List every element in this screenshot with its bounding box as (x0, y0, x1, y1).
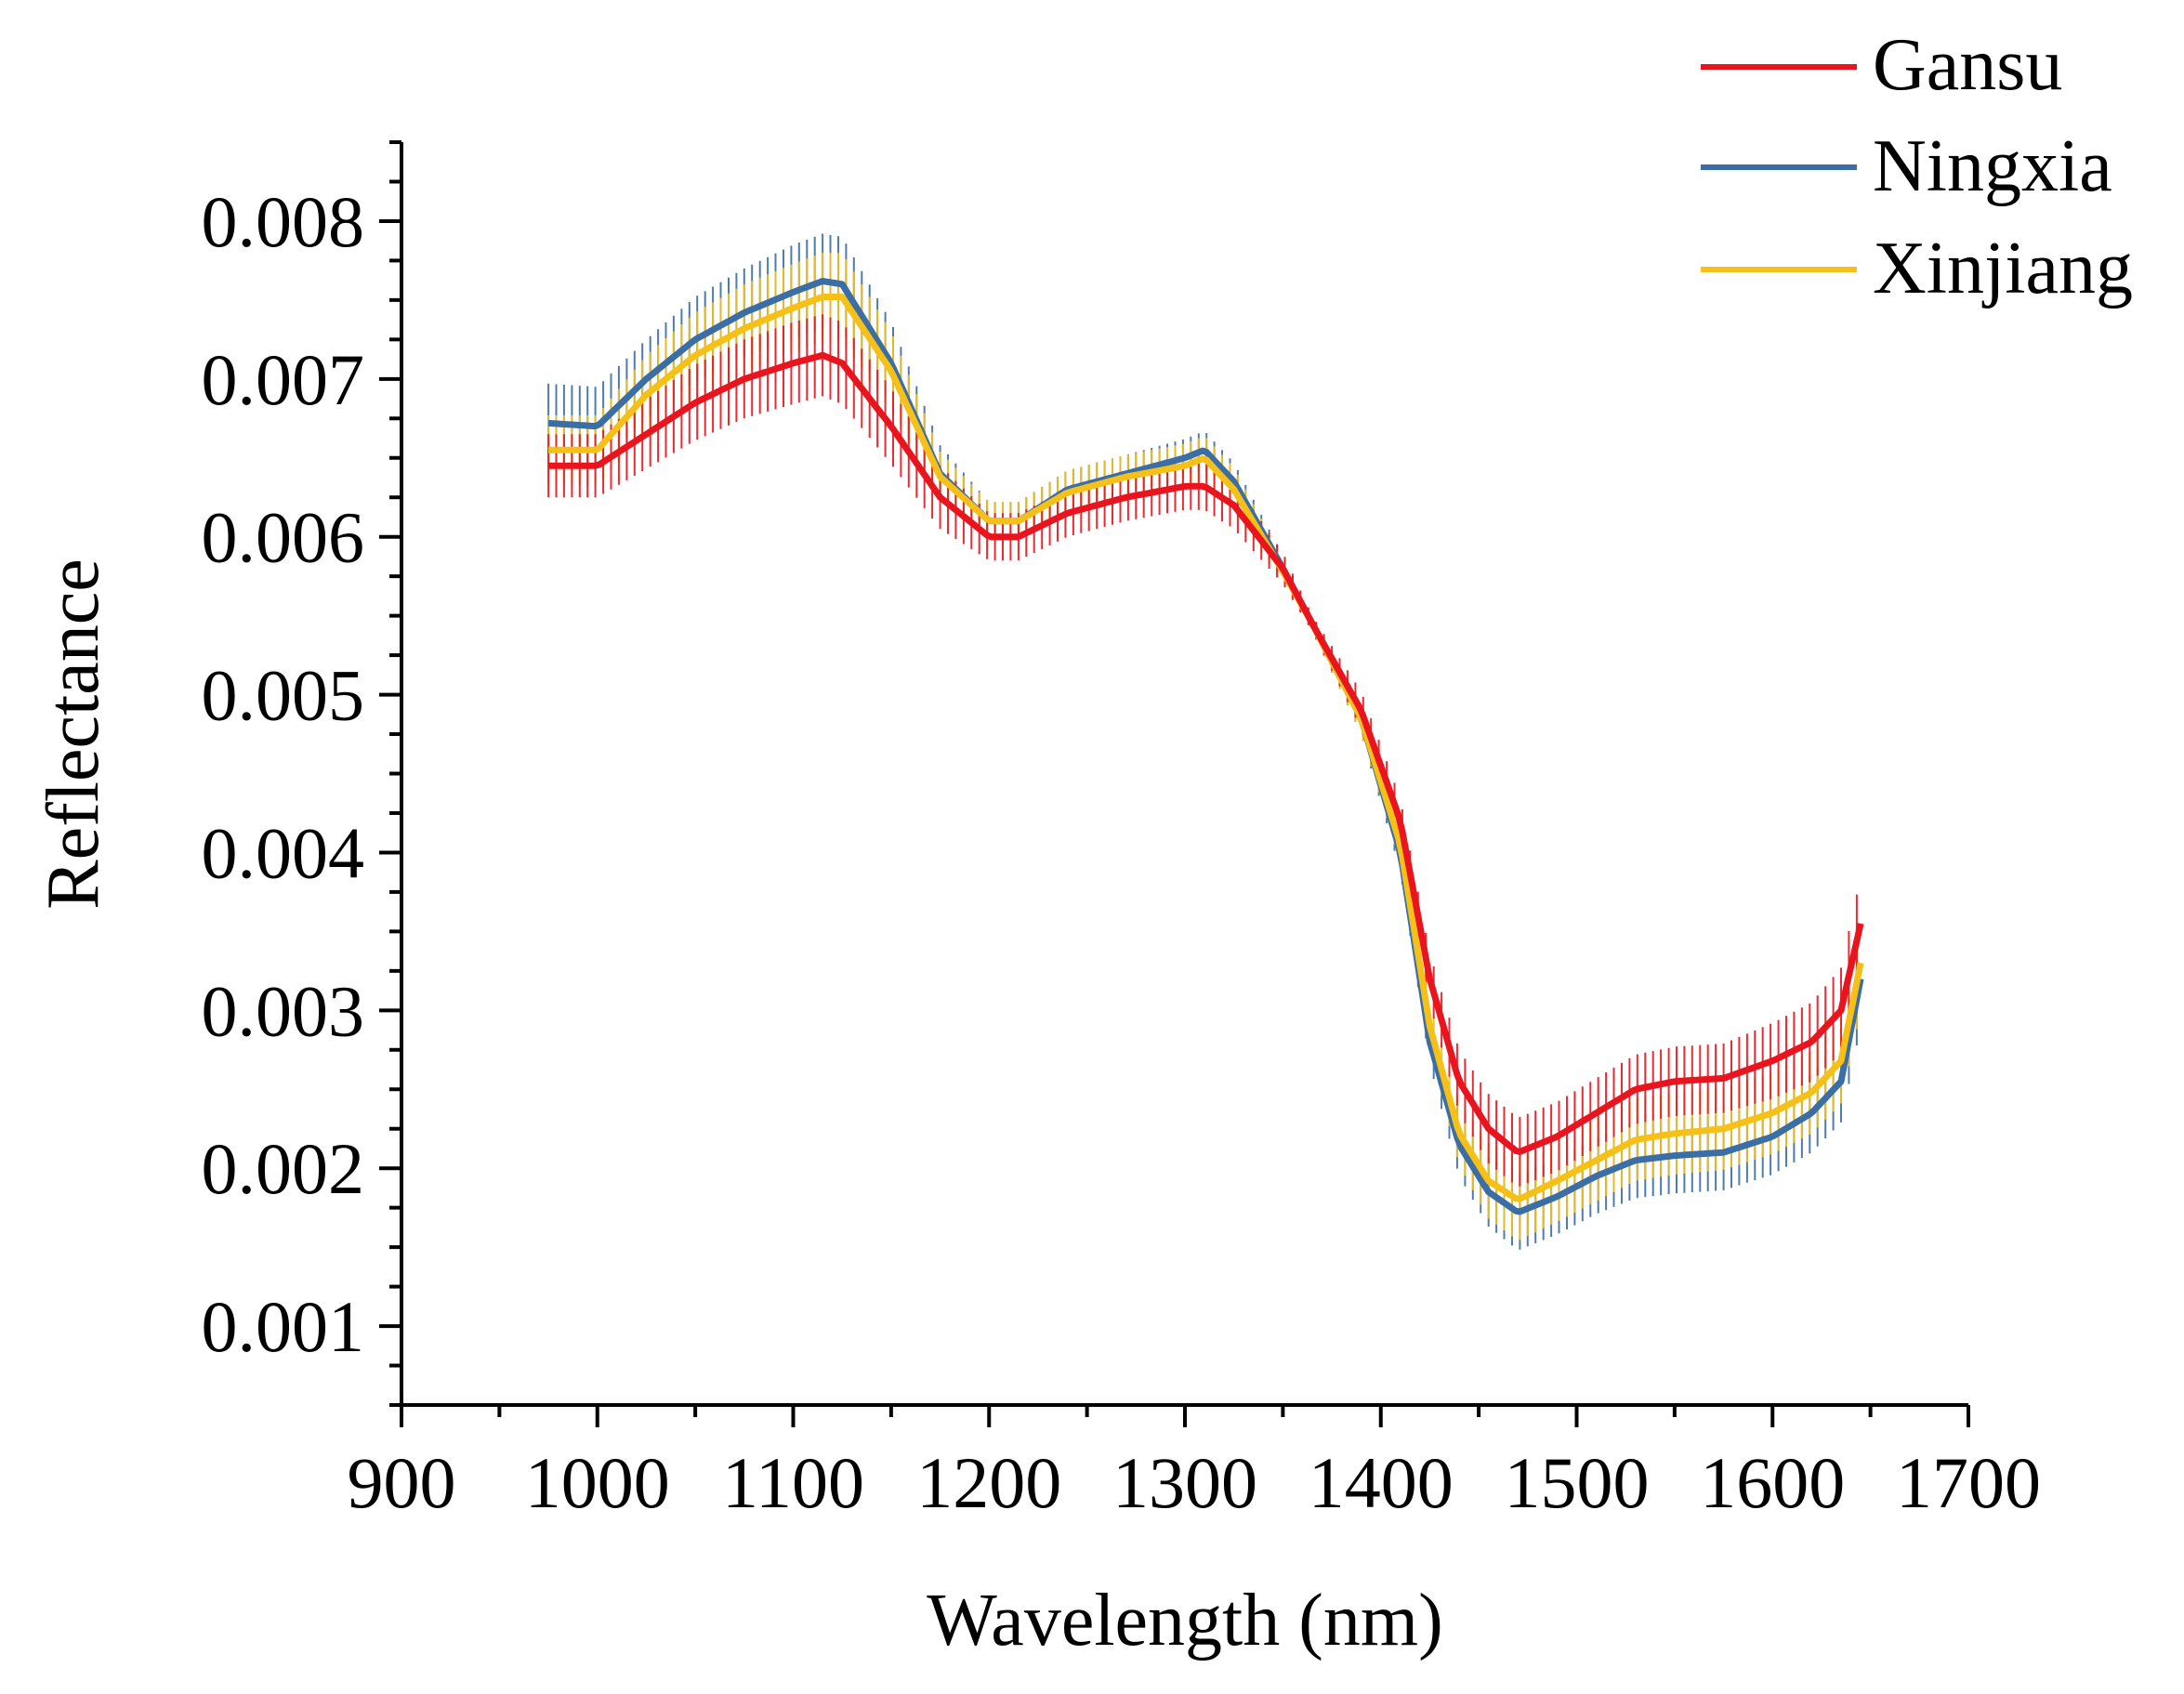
legend-label-ningxia: Ningxia (1873, 125, 2112, 207)
x-tick-label: 1000 (525, 1442, 670, 1523)
x-tick-label: 1100 (722, 1442, 864, 1523)
y-tick-label: 0.002 (202, 1128, 365, 1209)
legend-label-xinjiang: Xinjiang (1873, 228, 2133, 309)
y-tick-label: 0.003 (202, 970, 365, 1051)
x-tick-label: 1600 (1700, 1442, 1845, 1523)
x-ticks: 900 1000 1100 1200 1300 1400 1500 1600 1700 (348, 1405, 2041, 1523)
x-tick-label: 1400 (1309, 1442, 1454, 1523)
series-line-xinjiang (548, 294, 1864, 1202)
y-tick-label: 0.005 (202, 655, 365, 736)
y-tick-label: 0.004 (202, 812, 365, 893)
axes: 900 1000 1100 1200 1300 1400 1500 1600 1700 0.00… (202, 140, 2041, 1523)
series-line-ningxia (547, 278, 1864, 1215)
x-tick-label: 1700 (1896, 1442, 2041, 1523)
x-tick-label: 1500 (1505, 1442, 1650, 1523)
error-bars-layer (547, 233, 1858, 1250)
series-lines-layer (547, 278, 1864, 1215)
y-tick-label: 0.008 (202, 181, 365, 262)
x-axis-title: Wavelength (nm) (927, 1580, 1443, 1661)
legend-label-gansu: Gansu (1873, 24, 2062, 106)
x-tick-label: 900 (348, 1442, 456, 1523)
y-tick-label: 0.001 (202, 1286, 365, 1367)
error-bars-gansu (547, 314, 1858, 1187)
x-tick-label: 1200 (916, 1442, 1061, 1523)
series-line-gansu (548, 351, 1864, 1155)
y-axis-title: Reflectance (33, 558, 114, 910)
y-ticks: 0.001 0.002 0.003 0.004 0.005 0.006 0.007 0.008 (202, 140, 401, 1407)
y-tick-label: 0.007 (202, 339, 365, 420)
y-tick-label: 0.006 (202, 497, 365, 578)
x-tick-label: 1300 (1112, 1442, 1257, 1523)
legend: Gansu Ningxia Xinjiang (1701, 24, 2133, 309)
